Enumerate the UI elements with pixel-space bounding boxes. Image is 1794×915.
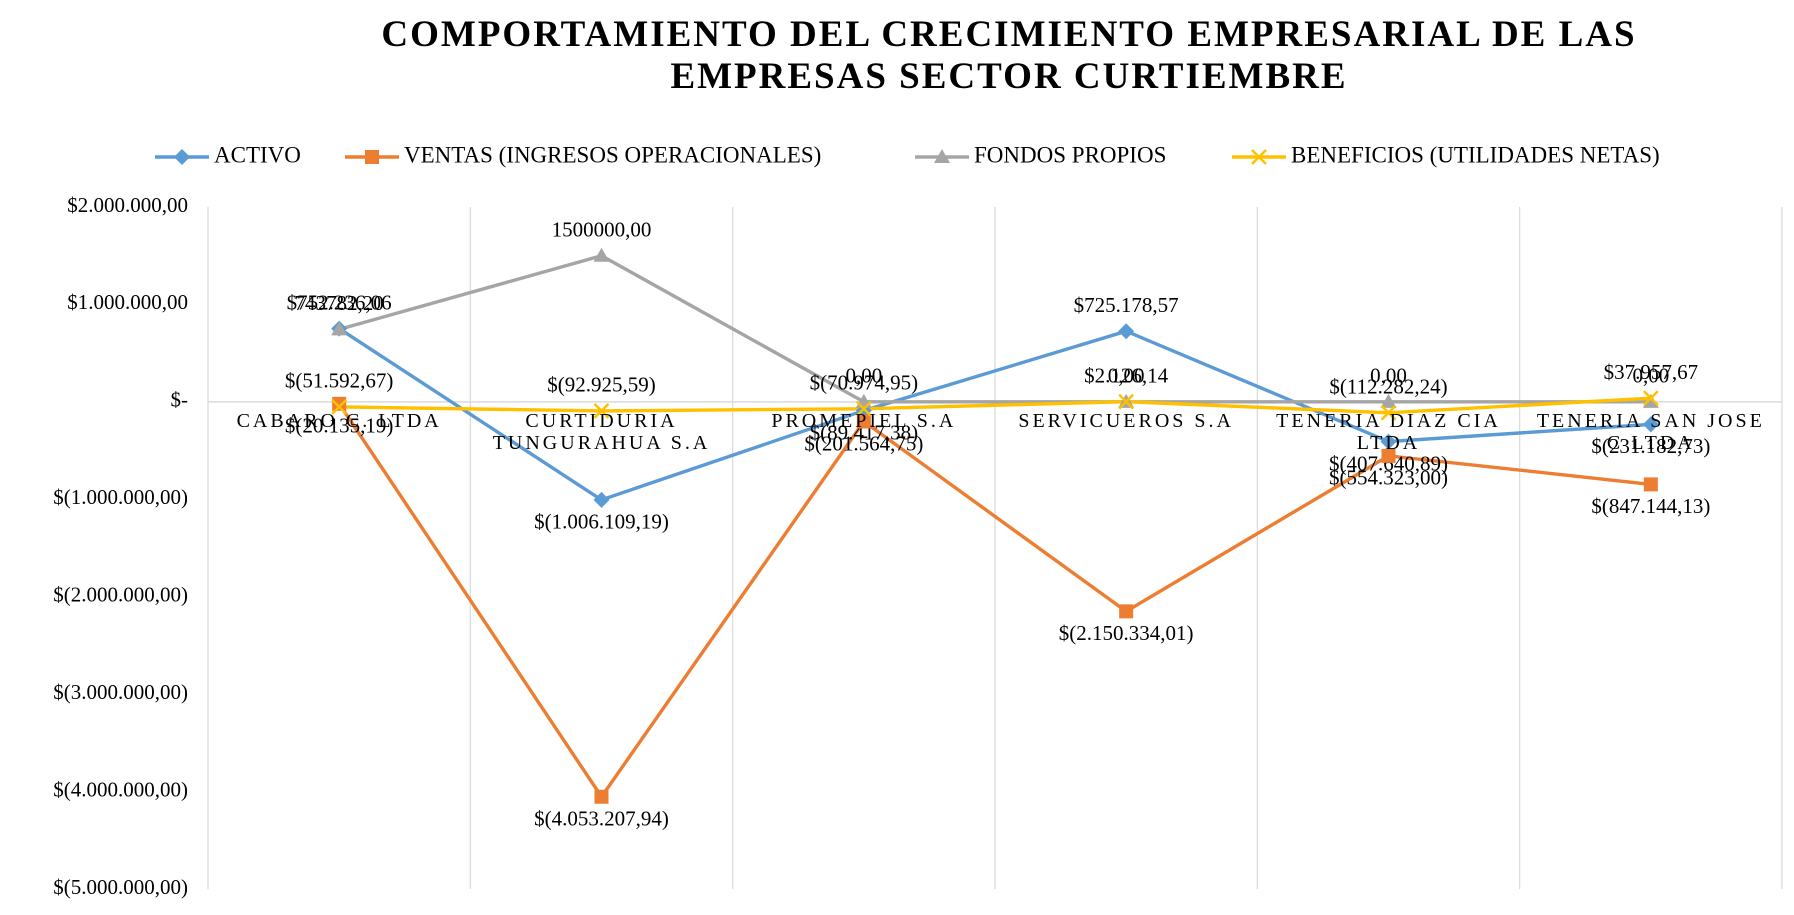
data-label: 1500000,00 <box>552 218 652 242</box>
legend-marker <box>174 149 190 165</box>
y-tick-label: $(4.000.000,00) <box>53 777 188 801</box>
legend-marker <box>365 150 379 164</box>
data-point <box>593 491 610 508</box>
data-point <box>1642 416 1659 433</box>
y-tick-label: $(2.000.000,00) <box>53 583 188 607</box>
data-label: $(20.135,19) <box>285 414 394 438</box>
y-tick-label: $(3.000.000,00) <box>53 680 188 704</box>
legend-label: FONDOS PROPIOS <box>974 142 1166 167</box>
data-label: $(2.150.334,01) <box>1059 621 1194 645</box>
data-point <box>1642 390 1659 407</box>
data-label: $2.126,14 <box>1084 363 1169 387</box>
data-point <box>593 247 610 262</box>
data-label: $725.178,57 <box>1074 293 1179 317</box>
x-tick-label: SERVICUEROS S.A <box>1018 409 1234 432</box>
data-label: $37.957,67 <box>1604 360 1699 384</box>
data-point <box>855 400 872 417</box>
legend-label: ACTIVO <box>214 142 301 167</box>
series-line <box>337 402 1652 800</box>
data-label: $(70.974,95) <box>810 371 919 395</box>
data-label: $(4.053.207,94) <box>534 807 669 831</box>
x-tick-label: CURTIDURIA TUNGURAHUA S.A <box>492 409 711 454</box>
x-tick-label: TENERIA SAN JOSE C LTDA <box>1536 409 1765 454</box>
data-label: $(51.592,67) <box>285 369 394 393</box>
data-point <box>1380 393 1397 408</box>
x-tick-label: TENERIA DIAZ CIA LTDA <box>1276 409 1501 454</box>
data-label: $(554.323,00) <box>1329 466 1448 490</box>
data-point <box>1380 404 1397 421</box>
data-label: 0,00 <box>1108 364 1145 388</box>
data-point <box>593 403 610 419</box>
data-point <box>1643 477 1658 492</box>
data-point <box>1118 323 1135 340</box>
data-label: $(201.564,75) <box>804 431 923 455</box>
data-point <box>1380 433 1397 450</box>
y-tick-label: $1.000.000,00 <box>67 290 188 314</box>
data-point <box>1642 393 1659 408</box>
y-tick-label: $(1.000.000,00) <box>53 485 188 509</box>
data-label: 0,00 <box>845 364 882 388</box>
data-label: 743782,20 <box>295 291 384 315</box>
legend-marker <box>1251 149 1267 165</box>
data-point <box>856 414 871 429</box>
series-line <box>338 327 1651 502</box>
data-point <box>594 789 609 804</box>
data-label: 0,00 <box>1632 364 1669 388</box>
data-point <box>331 399 348 415</box>
chart-title: COMPORTAMIENTO DEL CRECIMIENTO EMPRESARI… <box>381 14 1637 97</box>
x-tick-label: PROMEPIEL S.A <box>771 409 957 432</box>
data-label: $(92.925,59) <box>547 373 656 397</box>
legend-marker <box>934 149 950 163</box>
data-label: 0,00 <box>1370 364 1407 388</box>
data-label: $752.236,06 <box>287 290 392 314</box>
y-tick-label: $2.000.000,00 <box>67 193 188 217</box>
series-line <box>339 396 1651 415</box>
y-tick-label: $(5.000.000,00) <box>53 875 188 899</box>
series-line <box>338 253 1651 404</box>
y-tick-label: $- <box>171 388 189 412</box>
data-point <box>1119 604 1134 619</box>
data-label: $(112.282,24) <box>1329 375 1447 399</box>
data-point <box>1381 448 1396 463</box>
data-label: $(1.006.109,19) <box>534 510 669 534</box>
data-point <box>331 321 348 336</box>
data-label: $(847.144,13) <box>1591 494 1710 518</box>
x-tick-label: CABARO C. LTDA <box>236 409 442 432</box>
data-point <box>1118 393 1135 410</box>
legend-label: BENEFICIOS (UTILIDADES NETAS) <box>1291 142 1660 167</box>
data-label: $(231.182,73) <box>1591 434 1710 458</box>
data-point <box>332 396 347 411</box>
legend-label: VENTAS (INGRESOS OPERACIONALES) <box>404 142 821 167</box>
